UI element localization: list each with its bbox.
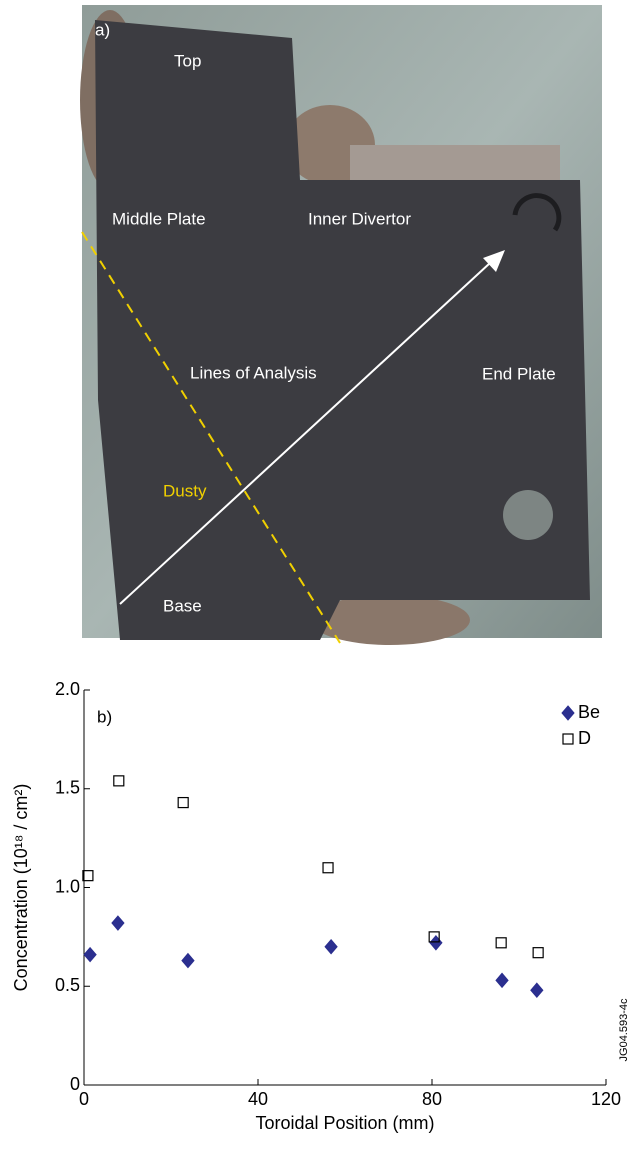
point xyxy=(84,948,96,962)
hole xyxy=(503,490,553,540)
point xyxy=(430,936,442,950)
mesh xyxy=(350,145,560,185)
point xyxy=(178,798,188,808)
figure-id: JG04.593-4c xyxy=(618,998,630,1061)
x-tick-label: 120 xyxy=(591,1089,621,1109)
photo-label: Inner Divertor xyxy=(308,209,411,228)
point xyxy=(531,983,543,997)
point xyxy=(323,863,333,873)
y-axis-label: Concentration (10¹⁸ / cm²) xyxy=(11,784,31,992)
y-tick-label: 2.0 xyxy=(55,679,80,699)
y-tick-label: 0.5 xyxy=(55,975,80,995)
photo-label: Dusty xyxy=(163,481,207,500)
point xyxy=(182,954,194,968)
point xyxy=(496,938,506,948)
photo-label: Lines of Analysis xyxy=(190,363,317,382)
point xyxy=(325,940,337,954)
photo-label: Base xyxy=(163,596,202,615)
photo-label: Top xyxy=(174,51,201,70)
y-tick-label: 1.5 xyxy=(55,778,80,798)
point xyxy=(533,948,543,958)
photo-label: End Plate xyxy=(482,364,556,383)
panel-label: a) xyxy=(95,20,110,39)
point xyxy=(112,916,124,930)
y-tick-label: 1.0 xyxy=(55,876,80,896)
legend-label: Be xyxy=(578,702,600,722)
x-tick-label: 80 xyxy=(422,1089,442,1109)
point xyxy=(496,973,508,987)
photo: a) Top Middle Plate Inner Divertor Lines… xyxy=(80,5,602,645)
x-tick-label: 0 xyxy=(79,1089,89,1109)
x-tick-label: 40 xyxy=(248,1089,268,1109)
point xyxy=(114,776,124,786)
legend-label: D xyxy=(578,728,591,748)
x-axis-label: Toroidal Position (mm) xyxy=(255,1113,434,1133)
legend-marker xyxy=(563,734,573,744)
panel-label: b) xyxy=(97,707,112,726)
legend-marker xyxy=(562,706,574,720)
figure: a) Top Middle Plate Inner Divertor Lines… xyxy=(0,0,640,1149)
photo-label: Middle Plate xyxy=(112,209,206,228)
